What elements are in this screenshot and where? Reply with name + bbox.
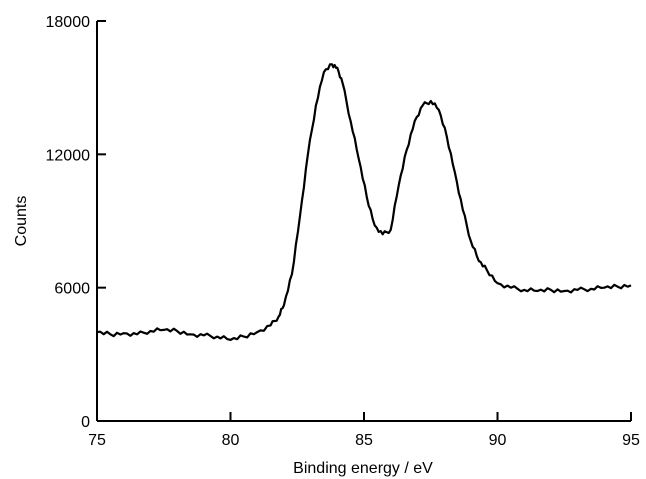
y-tick-label: 6000 — [54, 281, 90, 298]
x-tick-label: 80 — [222, 432, 240, 449]
y-tick-label: 18000 — [46, 14, 91, 31]
x-tick-label: 75 — [88, 432, 106, 449]
ticks: 75 80 85 90 95 0 6000 12000 18000 — [46, 14, 641, 449]
x-tick-label: 95 — [622, 432, 640, 449]
x-tick-label: 90 — [489, 432, 507, 449]
series-layer — [96, 63, 632, 341]
spectrum-line — [96, 63, 632, 341]
x-tick-label: 85 — [355, 432, 373, 449]
y-tick-label: 0 — [81, 414, 90, 431]
y-axis-title: Counts — [13, 196, 30, 247]
y-tick-label: 12000 — [46, 147, 91, 164]
x-axis-title: Binding energy / eV — [293, 460, 433, 477]
axes — [96, 21, 631, 422]
